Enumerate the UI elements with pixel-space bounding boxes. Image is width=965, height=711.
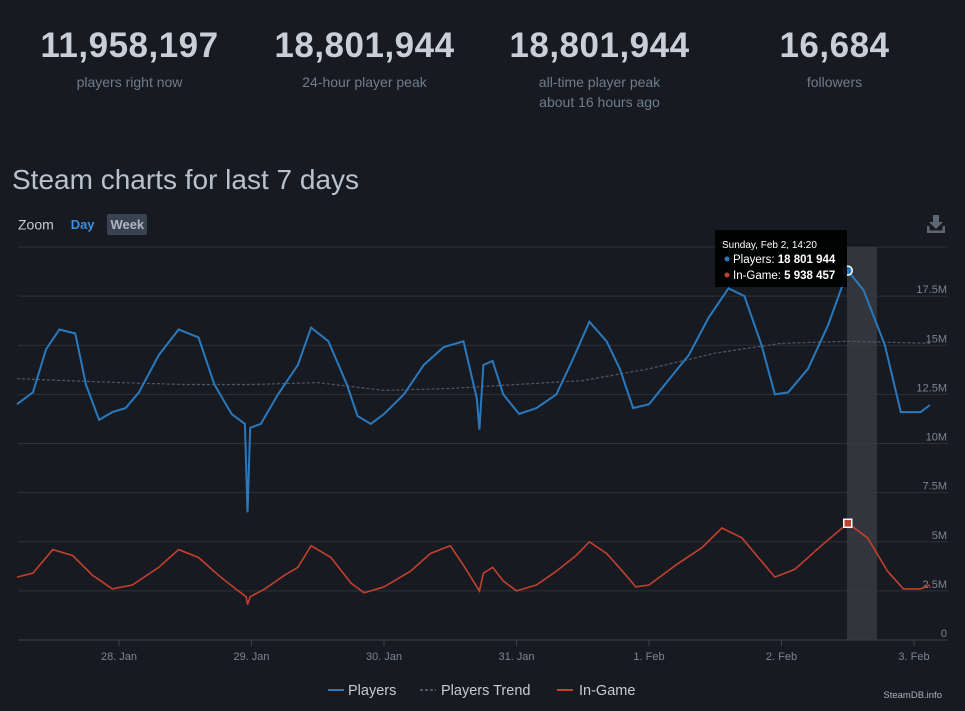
stat-label: 24-hour player peak	[302, 74, 427, 90]
hover-band	[847, 247, 877, 640]
stat-value: 18,801,944	[509, 26, 690, 65]
stat-label: all-time player peak	[538, 74, 661, 90]
tooltip-ingame-value: 5 938 457	[784, 270, 835, 282]
y-tick-label: 2.5M	[923, 579, 947, 591]
zoom-week-button[interactable]: Week	[107, 214, 148, 235]
gridlines	[18, 246, 948, 641]
stat-24h-peak: 18,801,944 24-hour player peak	[247, 26, 482, 92]
x-tick-label: 28. Jan	[101, 651, 137, 663]
y-tick-label: 17.5M	[916, 284, 947, 296]
tooltip-players-value: 18 801 944	[778, 254, 836, 266]
tooltip-ingame-label: In-Game:	[733, 270, 781, 282]
legend-item-players-trend[interactable]: Players Trend	[420, 683, 530, 699]
stat-players-now: 11,958,197 players right now	[12, 26, 247, 92]
x-tick-label: 1. Feb	[633, 651, 664, 663]
x-tick-label: 3. Feb	[898, 651, 929, 663]
tooltip-players-dot	[724, 256, 730, 262]
svg-text:In-Game: 5 938 457: In-Game: 5 938 457	[733, 270, 835, 282]
y-tick-label: 12.5M	[916, 382, 947, 394]
tooltip-players-label: Players:	[733, 254, 775, 266]
x-tick-label: 30. Jan	[366, 651, 402, 663]
in-game-marker	[843, 518, 853, 529]
y-axis-ticks: 0 2.5M 5M 7.5M 10M 12.5M 15M 17.5M	[916, 284, 947, 640]
y-tick-label: 15M	[926, 333, 947, 345]
stat-value: 18,801,944	[274, 26, 455, 65]
legend-label-players-trend: Players Trend	[441, 683, 530, 699]
stat-all-time-peak: 18,801,944 all-time player peak about 16…	[482, 26, 717, 112]
x-tick-label: 31. Jan	[498, 651, 534, 663]
x-tick-label: 29. Jan	[233, 651, 269, 663]
stat-value: 16,684	[779, 26, 890, 65]
legend: Players Players Trend In-Game	[328, 683, 635, 699]
stat-sublabel: about 16 hours ago	[539, 94, 660, 110]
download-icon[interactable]	[925, 213, 947, 235]
legend-item-players[interactable]: Players	[328, 683, 396, 699]
players-line	[16, 268, 931, 513]
players-trend-line	[16, 340, 930, 392]
stats-row: 11,958,197 players right now 18,801,944 …	[0, 26, 965, 116]
y-tick-label: 7.5M	[923, 481, 947, 493]
stat-label: followers	[806, 74, 863, 90]
x-tick-label: 2. Feb	[766, 651, 797, 663]
x-axis-ticks: 28. Jan 29. Jan 30. Jan 31. Jan 1. Feb 2. Feb…	[101, 640, 930, 663]
in-game-line	[16, 522, 931, 605]
stat-label: players right now	[76, 74, 183, 90]
y-tick-label: 0	[941, 628, 947, 640]
legend-label-in-game: In-Game	[579, 683, 635, 699]
stat-followers: 16,684 followers	[717, 26, 952, 92]
watermark: SteamDB.info	[883, 690, 942, 701]
chart-title: Steam charts for last 7 days	[12, 164, 360, 195]
tooltip-ingame-dot	[724, 272, 730, 278]
tooltip-date: Sunday, Feb 2, 14:20	[722, 240, 817, 251]
svg-text:Players: 18 801 944: Players: 18 801 944	[733, 254, 836, 266]
y-tick-label: 10M	[926, 432, 947, 444]
zoom-label: Zoom	[18, 216, 54, 233]
zoom-day-button[interactable]: Day	[70, 217, 95, 232]
legend-item-in-game[interactable]: In-Game	[557, 683, 635, 699]
zoom-controls: Zoom Day Week	[18, 214, 148, 235]
y-tick-label: 5M	[932, 530, 947, 542]
legend-label-players: Players	[348, 683, 396, 699]
tooltip: Sunday, Feb 2, 14:20 Players: 18 801 944…	[715, 230, 847, 287]
stat-value: 11,958,197	[40, 26, 219, 65]
